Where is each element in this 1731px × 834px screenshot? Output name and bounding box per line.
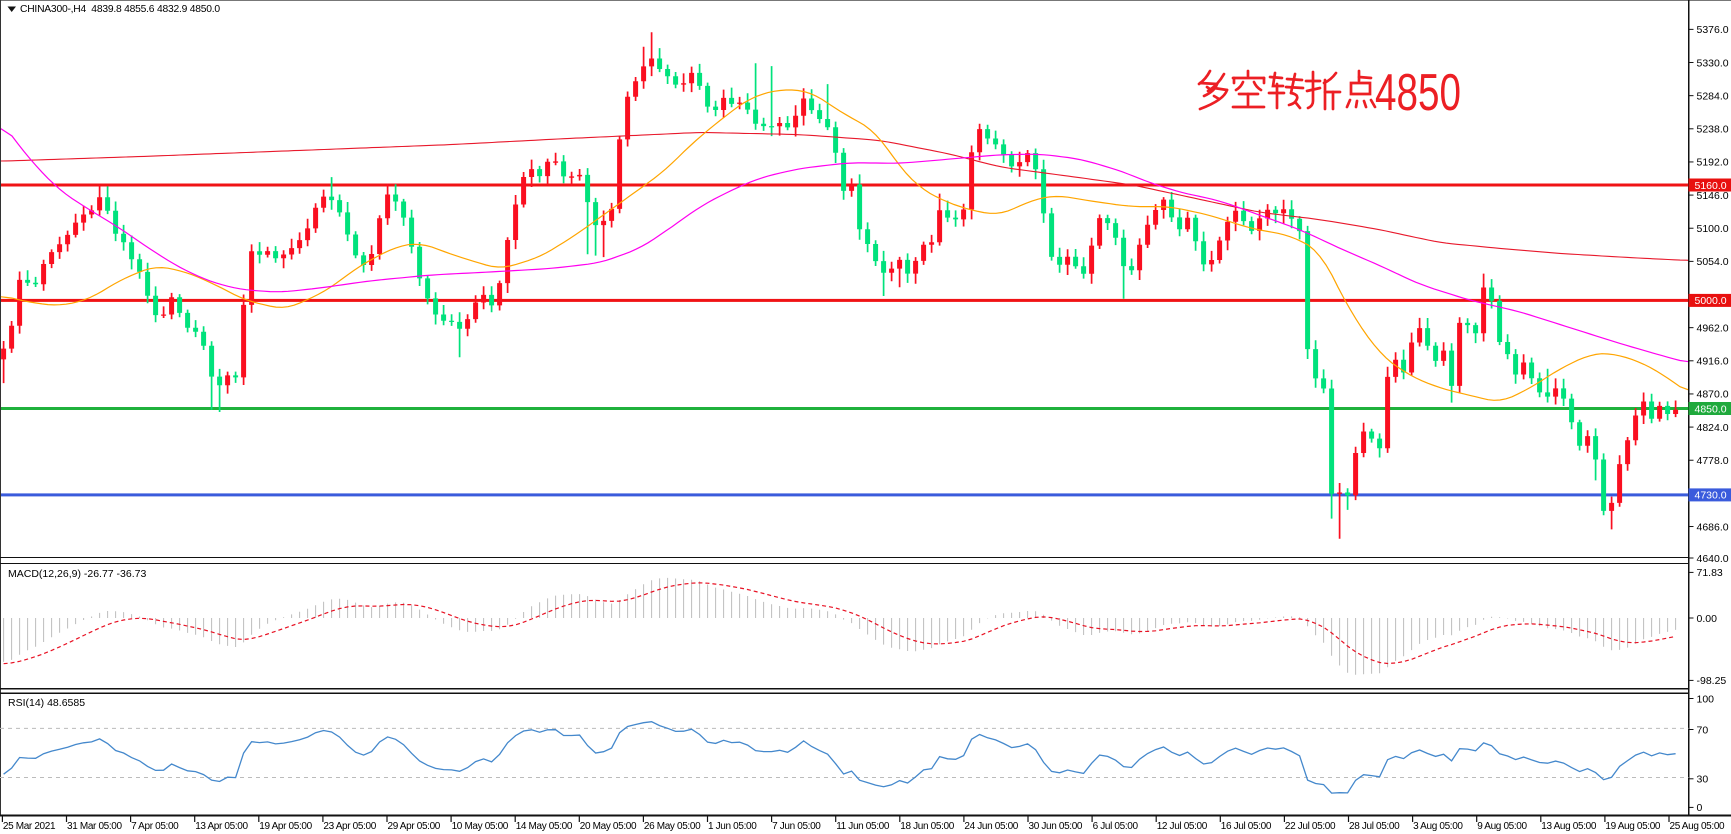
svg-text:5238.0: 5238.0 [1697,124,1729,136]
svg-text:RSI(14) 48.6585: RSI(14) 48.6585 [8,697,85,709]
svg-text:18 Jun 05:00: 18 Jun 05:00 [900,821,954,832]
svg-text:9 Aug 05:00: 9 Aug 05:00 [1477,821,1527,832]
svg-text:29 Apr 05:00: 29 Apr 05:00 [388,821,441,832]
svg-text:5160.0: 5160.0 [1695,180,1727,192]
svg-text:20 May 05:00: 20 May 05:00 [580,821,637,832]
svg-text:4686.0: 4686.0 [1697,521,1729,533]
svg-text:CHINA300-,H4 4839.8 4855.6 48: CHINA300-,H4 4839.8 4855.6 4832.9 4850.0 [20,4,220,15]
svg-text:-98.25: -98.25 [1697,675,1727,687]
svg-text:MACD(12,26,9) -26.77 -36.73: MACD(12,26,9) -26.77 -36.73 [8,568,146,580]
svg-text:4850: 4850 [1375,64,1461,122]
svg-text:4916.0: 4916.0 [1697,356,1729,368]
svg-text:71.83: 71.83 [1697,567,1723,579]
svg-text:1 Jun 05:00: 1 Jun 05:00 [708,821,757,832]
svg-text:0: 0 [1697,802,1703,814]
svg-text:4850.0: 4850.0 [1695,403,1727,415]
svg-text:3 Aug 05:00: 3 Aug 05:00 [1413,821,1463,832]
svg-text:22 Jul 05:00: 22 Jul 05:00 [1285,821,1336,832]
svg-text:5054.0: 5054.0 [1697,256,1729,268]
svg-text:13 Aug 05:00: 13 Aug 05:00 [1541,821,1597,832]
svg-text:19 Aug 05:00: 19 Aug 05:00 [1605,821,1661,832]
svg-text:12 Jul 05:00: 12 Jul 05:00 [1157,821,1208,832]
svg-text:7 Apr 05:00: 7 Apr 05:00 [131,821,179,832]
svg-text:10 May 05:00: 10 May 05:00 [452,821,509,832]
svg-text:100: 100 [1697,693,1715,705]
svg-text:5376.0: 5376.0 [1697,24,1729,36]
svg-text:5192.0: 5192.0 [1697,157,1729,169]
svg-text:4870.0: 4870.0 [1697,389,1729,401]
svg-text:7 Jun 05:00: 7 Jun 05:00 [772,821,821,832]
svg-text:6 Jul 05:00: 6 Jul 05:00 [1093,821,1139,832]
svg-text:70: 70 [1697,724,1709,736]
svg-text:13 Apr 05:00: 13 Apr 05:00 [195,821,248,832]
svg-text:19 Apr 05:00: 19 Apr 05:00 [259,821,312,832]
svg-text:31 Mar 05:00: 31 Mar 05:00 [67,821,123,832]
svg-text:11 Jun 05:00: 11 Jun 05:00 [836,821,890,832]
svg-text:4962.0: 4962.0 [1697,322,1729,334]
svg-text:5284.0: 5284.0 [1697,90,1729,102]
svg-text:5100.0: 5100.0 [1697,223,1729,235]
svg-text:24 Jun 05:00: 24 Jun 05:00 [964,821,1018,832]
svg-text:25 Mar 2021: 25 Mar 2021 [3,821,56,832]
svg-text:4824.0: 4824.0 [1697,422,1729,434]
svg-text:30 Jun 05:00: 30 Jun 05:00 [1029,821,1083,832]
svg-text:5146.0: 5146.0 [1697,190,1729,202]
svg-text:25 Aug 05:00: 25 Aug 05:00 [1670,821,1726,832]
svg-text:4778.0: 4778.0 [1697,455,1729,467]
svg-text:14 May 05:00: 14 May 05:00 [516,821,573,832]
svg-text:4640.0: 4640.0 [1697,553,1729,565]
svg-text:5000.0: 5000.0 [1695,295,1727,307]
svg-text:5330.0: 5330.0 [1697,57,1729,69]
svg-text:16 Jul 05:00: 16 Jul 05:00 [1221,821,1272,832]
svg-text:28 Jul 05:00: 28 Jul 05:00 [1349,821,1400,832]
svg-text:0.00: 0.00 [1697,613,1718,625]
svg-text:26 May 05:00: 26 May 05:00 [644,821,701,832]
svg-text:23 Apr 05:00: 23 Apr 05:00 [323,821,376,832]
svg-text:30: 30 [1697,774,1709,786]
svg-text:4730.0: 4730.0 [1695,490,1727,502]
